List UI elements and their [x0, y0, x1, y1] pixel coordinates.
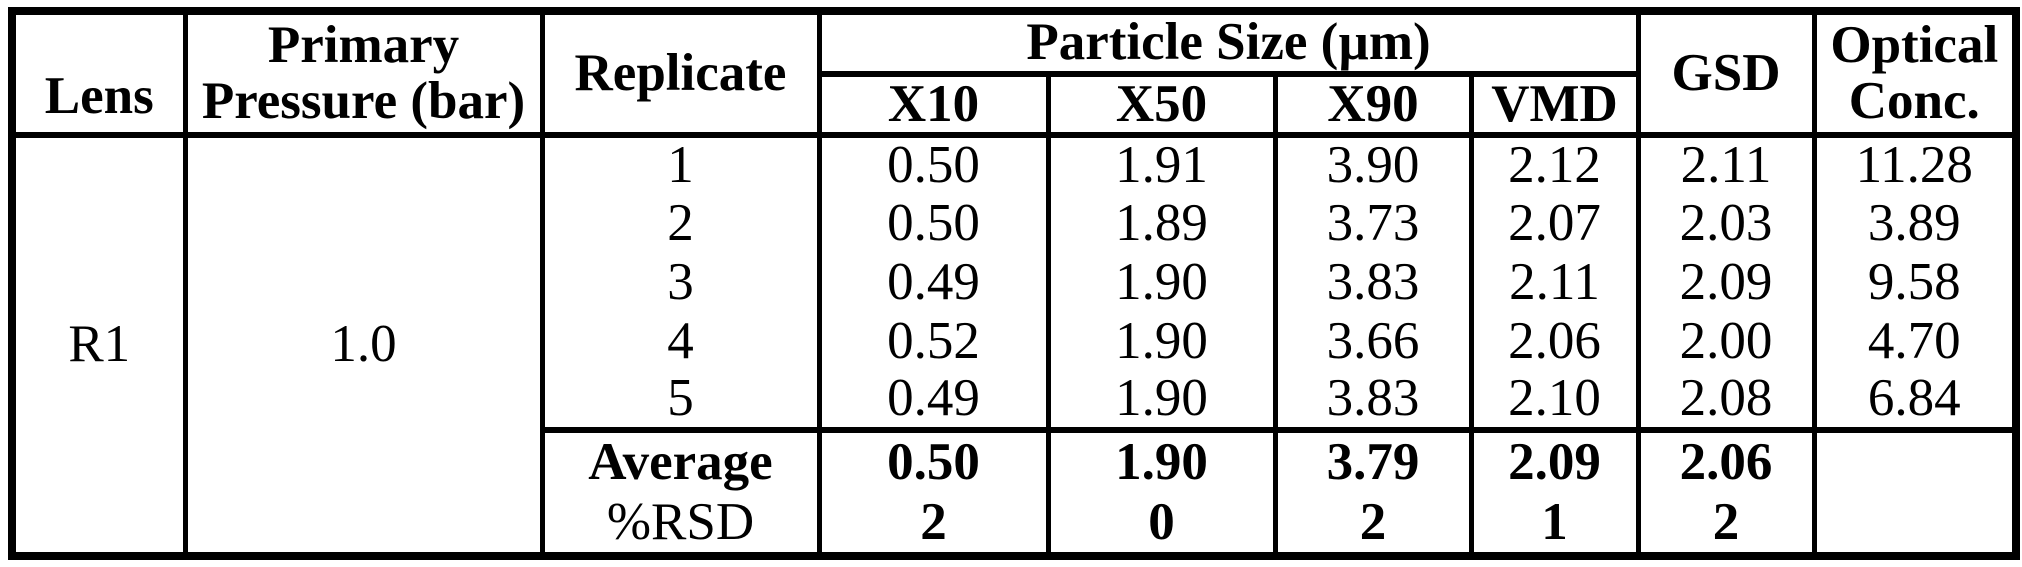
- table-body: R1 1.0 1 0.50 1.91 3.90 2.12 2.11 11.28 …: [9, 135, 2019, 557]
- col-header-optical-conc: Optical Conc.: [1811, 11, 2019, 139]
- table-header: Lens Primary Pressure (bar) Replicate Pa…: [9, 11, 2019, 139]
- vmd-value: 2.06: [1468, 312, 1641, 372]
- x10-rsd: 2: [816, 493, 1051, 557]
- optical-conc-value: 4.70: [1811, 312, 2019, 372]
- table-row-replicate-3: 3 0.49 1.90 3.83 2.11 2.09 9.58: [12, 253, 2019, 313]
- vmd-value: 2.07: [1468, 194, 1641, 254]
- col-header-x90: X90: [1272, 73, 1474, 139]
- vmd-value: 2.11: [1468, 253, 1641, 313]
- x90-value: 3.90: [1272, 135, 1474, 195]
- optical-conc-average-empty: [1811, 427, 2019, 494]
- optical-conc-rsd-empty: [1811, 493, 2019, 557]
- col-header-vmd: VMD: [1468, 73, 1641, 139]
- col-header-primary-pressure: Primary Pressure (bar): [182, 11, 545, 139]
- replicate-number: 5: [539, 371, 822, 431]
- col-header-x50: X50: [1045, 73, 1278, 139]
- table-row-replicate-5: 5 0.49 1.90 3.83 2.10 2.08 6.84: [12, 371, 2019, 431]
- x10-value: 0.49: [816, 253, 1051, 313]
- replicate-number: 1: [539, 135, 822, 195]
- average-label: Average: [539, 427, 822, 494]
- gsd-rsd: 2: [1635, 493, 1817, 557]
- x90-value: 3.83: [1272, 253, 1474, 313]
- replicate-number: 2: [539, 194, 822, 254]
- x10-average: 0.50: [816, 427, 1051, 494]
- x10-value: 0.49: [816, 371, 1051, 431]
- gsd-average: 2.06: [1635, 427, 1817, 494]
- x50-value: 1.91: [1045, 135, 1278, 195]
- table-row-replicate-2: 2 0.50 1.89 3.73 2.07 2.03 3.89: [12, 194, 2019, 254]
- header-row-2: X10 X50 X90 VMD: [12, 73, 2016, 139]
- x90-value: 3.66: [1272, 312, 1474, 372]
- replicate-number: 4: [539, 312, 822, 372]
- gsd-value: 2.08: [1635, 371, 1817, 431]
- x50-rsd: 0: [1045, 493, 1278, 557]
- optical-conc-value: 6.84: [1811, 371, 2019, 431]
- table-row-rsd: %RSD 2 0 2 1 2: [12, 493, 2019, 557]
- col-header-particle-size: Particle Size (µm): [816, 11, 1641, 77]
- optical-conc-value: 11.28: [1811, 135, 2019, 195]
- col-header-gsd: GSD: [1635, 11, 1817, 139]
- gsd-value: 2.11: [1635, 135, 1817, 195]
- col-header-replicate: Replicate: [539, 11, 822, 139]
- replicate-number: 3: [539, 253, 822, 313]
- col-header-x10: X10: [816, 73, 1051, 139]
- col-header-lens: Lens: [9, 11, 188, 139]
- x50-value: 1.90: [1045, 312, 1278, 372]
- x90-average: 3.79: [1272, 427, 1474, 494]
- vmd-value: 2.12: [1468, 135, 1641, 195]
- x50-value: 1.90: [1045, 253, 1278, 313]
- lens-value: R1: [9, 135, 188, 557]
- table-row-average: Average 0.50 1.90 3.79 2.09 2.06: [12, 427, 2019, 494]
- x50-value: 1.90: [1045, 371, 1278, 431]
- vmd-value: 2.10: [1468, 371, 1641, 431]
- optical-conc-value: 9.58: [1811, 253, 2019, 313]
- x50-average: 1.90: [1045, 427, 1278, 494]
- x90-rsd: 2: [1272, 493, 1474, 557]
- gsd-value: 2.00: [1635, 312, 1817, 372]
- x10-value: 0.52: [816, 312, 1051, 372]
- x90-value: 3.73: [1272, 194, 1474, 254]
- x90-value: 3.83: [1272, 371, 1474, 431]
- vmd-rsd: 1: [1468, 493, 1641, 557]
- x10-value: 0.50: [816, 135, 1051, 195]
- vmd-average: 2.09: [1468, 427, 1641, 494]
- optical-conc-value: 3.89: [1811, 194, 2019, 254]
- table-row-replicate-4: 4 0.52 1.90 3.66 2.06 2.00 4.70: [12, 312, 2019, 372]
- gsd-value: 2.03: [1635, 194, 1817, 254]
- rsd-label: %RSD: [539, 493, 822, 557]
- gsd-value: 2.09: [1635, 253, 1817, 313]
- x10-value: 0.50: [816, 194, 1051, 254]
- x50-value: 1.89: [1045, 194, 1278, 254]
- header-row-1: Lens Primary Pressure (bar) Replicate Pa…: [9, 11, 2019, 139]
- particle-size-results-table: Lens Primary Pressure (bar) Replicate Pa…: [8, 7, 2021, 561]
- table-row-replicate-1: R1 1.0 1 0.50 1.91 3.90 2.12 2.11 11.28: [9, 135, 2019, 557]
- pressure-value: 1.0: [182, 135, 545, 557]
